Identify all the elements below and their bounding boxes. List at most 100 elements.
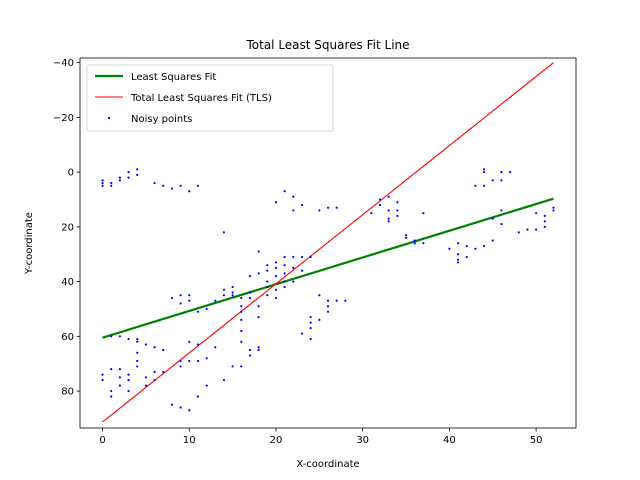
noisy-point: [517, 231, 520, 234]
noisy-point: [474, 184, 477, 187]
legend-label-tls: Total Least Squares Fit (TLS): [130, 93, 272, 104]
noisy-point: [465, 244, 468, 248]
noisy-point: [127, 171, 130, 174]
noisy-point: [101, 181, 104, 185]
noisy-point: [101, 179, 104, 182]
noisy-point: [300, 269, 304, 272]
noisy-point: [378, 203, 382, 207]
noisy-point: [344, 299, 347, 302]
x-tick-label: 30: [356, 435, 369, 446]
noisy-point: [326, 305, 330, 308]
y-tick-label: −40: [53, 58, 74, 69]
noisy-point: [205, 384, 208, 387]
noisy-point: [248, 291, 252, 294]
noisy-point: [144, 343, 148, 346]
noisy-point: [118, 179, 121, 182]
noisy-point: [240, 305, 243, 308]
noisy-point: [413, 242, 416, 245]
noisy-point: [396, 201, 399, 204]
noisy-point: [335, 206, 338, 209]
noisy-point: [196, 395, 200, 398]
x-tick-label: 10: [183, 435, 196, 446]
noisy-point: [370, 212, 373, 215]
noisy-point: [396, 209, 399, 212]
noisy-point: [422, 242, 425, 245]
noisy-point: [101, 184, 104, 187]
noisy-point: [378, 198, 382, 201]
y-tick-label: 40: [61, 277, 74, 288]
y-tick-label: 80: [61, 387, 74, 398]
noisy-point: [283, 190, 286, 193]
noisy-point: [110, 389, 113, 393]
noisy-point: [136, 340, 139, 343]
noisy-point: [231, 365, 234, 368]
noisy-point: [162, 370, 165, 373]
noisy-point: [110, 184, 113, 187]
y-tick-label: 20: [61, 222, 74, 233]
legend-label-noisy-points: Noisy points: [131, 114, 192, 125]
noisy-point: [465, 255, 468, 259]
y-tick-label: 0: [68, 168, 74, 179]
noisy-point: [309, 337, 312, 341]
noisy-point: [231, 285, 234, 289]
noisy-point: [543, 214, 546, 218]
noisy-point: [266, 264, 269, 267]
noisy-point: [543, 220, 546, 223]
noisy-point: [526, 228, 529, 231]
noisy-point: [240, 340, 243, 343]
noisy-point: [292, 266, 295, 270]
noisy-point: [300, 255, 304, 259]
noisy-point: [335, 299, 338, 302]
noisy-point: [162, 184, 165, 187]
noisy-point: [491, 217, 494, 220]
noisy-point: [248, 296, 252, 300]
noisy-point: [292, 280, 295, 283]
noisy-point: [110, 368, 113, 371]
noisy-point: [500, 223, 503, 226]
noisy-point: [222, 379, 226, 382]
noisy-point: [552, 209, 555, 212]
x-tick-label: 0: [99, 435, 105, 446]
noisy-point: [404, 233, 408, 237]
x-tick-label: 40: [443, 435, 456, 446]
noisy-point: [110, 181, 113, 185]
noisy-point: [240, 329, 243, 332]
noisy-point: [300, 332, 304, 335]
legend: Least Squares Fit Total Least Squares Fit…: [86, 64, 334, 132]
noisy-point: [456, 261, 460, 264]
noisy-point: [170, 296, 174, 300]
y-tick-label: 60: [61, 332, 74, 343]
y-axis-label: Y-coordinate: [24, 212, 35, 275]
noisy-point: [318, 318, 321, 322]
noisy-point: [257, 348, 260, 352]
noisy-point: [101, 373, 104, 376]
noisy-point: [144, 376, 148, 379]
noisy-point: [196, 359, 200, 363]
noisy-point: [153, 181, 156, 185]
noisy-point: [456, 253, 460, 256]
noisy-point: [257, 346, 260, 349]
noisy-point: [170, 187, 174, 190]
noisy-point: [387, 220, 390, 223]
noisy-point: [274, 201, 278, 204]
chart-title: Total Least Squares Fit Line: [245, 38, 409, 52]
noisy-point: [482, 171, 486, 174]
noisy-point: [110, 335, 113, 338]
noisy-point: [153, 379, 156, 382]
noisy-point: [309, 316, 312, 319]
noisy-point: [188, 359, 191, 363]
noisy-point: [205, 307, 208, 311]
noisy-point: [248, 354, 252, 357]
noisy-point: [326, 310, 330, 313]
noisy-point: [456, 258, 460, 261]
noisy-point: [309, 255, 312, 259]
noisy-point: [118, 384, 121, 387]
noisy-point: [456, 242, 460, 245]
noisy-point: [136, 168, 139, 171]
noisy-point: [266, 285, 269, 289]
noisy-point: [136, 351, 139, 354]
noisy-point: [283, 285, 286, 289]
noisy-point: [188, 294, 191, 297]
noisy-point: [196, 310, 200, 313]
noisy-point: [535, 212, 538, 215]
